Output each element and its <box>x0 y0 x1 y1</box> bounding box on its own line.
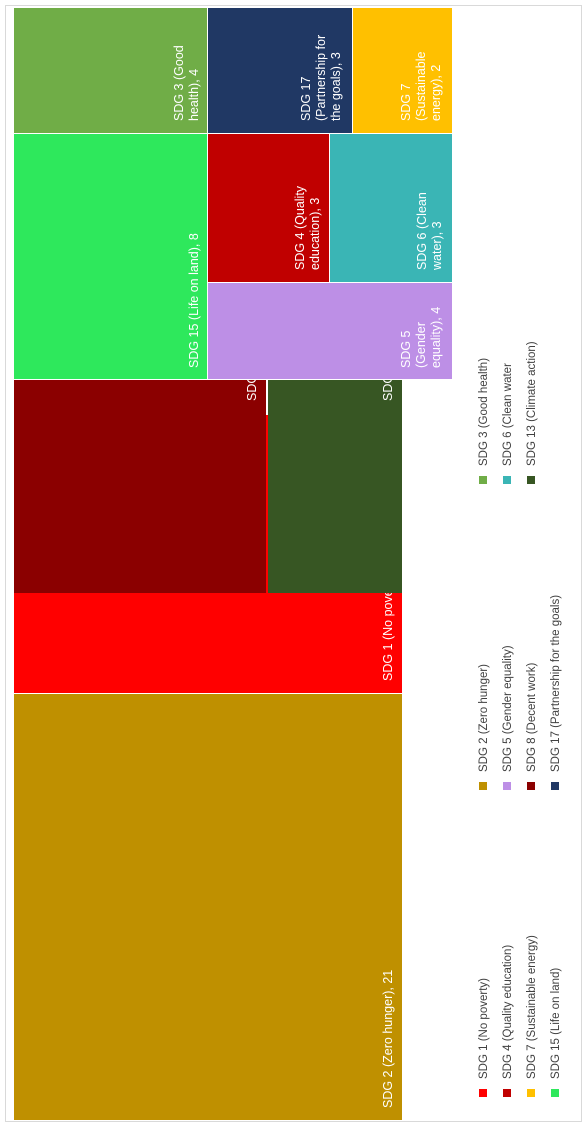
tile-sdg-17-partnership-for-the-goals <box>208 8 352 133</box>
legend-label-sdg-3-good-health: SDG 3 (Good health) <box>478 358 490 466</box>
legend-swatch-sdg-6-clean-water <box>503 476 511 484</box>
legend-label-sdg-6-clean-water: SDG 6 (Clean water <box>502 363 514 466</box>
legend-label-sdg-15-life-on-land: SDG 15 (Life on land) <box>550 968 562 1079</box>
legend-label-sdg-13-climate-action: SDG 13 (Climate action) <box>526 341 538 466</box>
legend-swatch-sdg-17-partnership-for-the-goals <box>551 782 559 790</box>
tile-sdg-5-gender-equality <box>208 283 452 379</box>
legend-label-sdg-4-quality-education: SDG 4 (Quality education) <box>502 945 514 1079</box>
tile-sdg-6-clean-water <box>330 134 452 282</box>
legend-swatch-sdg-7-sustainable-energy <box>527 1089 535 1097</box>
legend-swatch-sdg-4-quality-education <box>503 1089 511 1097</box>
tile-sdg-15-life-on-land <box>14 134 207 379</box>
legend-swatch-sdg-3-good-health <box>479 476 487 484</box>
tile-sdg-3-good-health <box>14 8 207 133</box>
tile-sdg-8-decent-work <box>14 380 266 593</box>
legend-label-sdg-2-zero-hunger: SDG 2 (Zero hunger) <box>478 664 490 772</box>
legend-label-sdg-5-gender-equality: SDG 5 (Gender equality) <box>502 645 514 772</box>
legend-swatch-sdg-2-zero-hunger <box>479 782 487 790</box>
legend-label-sdg-7-sustainable-energy: SDG 7 (Sustainable energy) <box>526 935 538 1079</box>
legend-label-sdg-17-partnership-for-the-goals: SDG 17 (Partnership for the goals) <box>550 595 562 772</box>
tile-sdg-4-quality-education <box>208 134 329 282</box>
legend-swatch-sdg-5-gender-equality <box>503 782 511 790</box>
tile-sdg-7-sustainable-energy <box>353 8 452 133</box>
legend-swatch-sdg-1-no-poverty <box>479 1089 487 1097</box>
legend-swatch-sdg-13-climate-action <box>527 476 535 484</box>
legend-label-sdg-1-no-poverty: SDG 1 (No poverty) <box>478 978 490 1079</box>
tile-sdg-13-climate-action <box>268 380 402 593</box>
legend-swatch-sdg-15-life-on-land <box>551 1089 559 1097</box>
legend-swatch-sdg-8-decent-work <box>527 782 535 790</box>
legend-label-sdg-8-decent-work: SDG 8 (Decent work) <box>526 663 538 772</box>
chart-frame <box>5 5 582 1122</box>
tile-sdg-2-zero-hunger <box>14 694 402 1120</box>
